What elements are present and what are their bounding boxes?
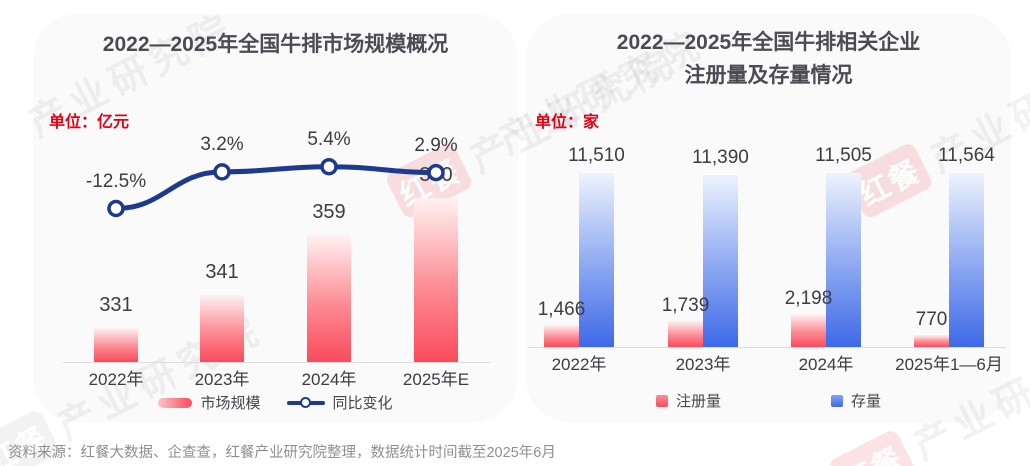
unit-label-market-size: 单位：亿元 bbox=[49, 114, 130, 131]
line-marker bbox=[107, 199, 125, 218]
bar-value-label: 11,510 bbox=[568, 145, 625, 167]
line-path bbox=[113, 164, 439, 211]
stock-swatch bbox=[831, 394, 843, 407]
legend-label: 注册量 bbox=[675, 393, 721, 410]
market-size-chart-card: 2022—2025年全国牛排市场规模概况 单位：亿元 331 2022年 -12.5… bbox=[33, 14, 518, 422]
x-axis bbox=[528, 347, 1006, 348]
line-marker bbox=[213, 163, 231, 181]
bar-market-size-2025年E bbox=[414, 197, 458, 362]
bar-registrations-2022年 bbox=[544, 324, 579, 347]
legend-label: 存量 bbox=[851, 393, 882, 410]
legend-label: 同比变化 bbox=[332, 395, 393, 412]
enterprise-chart-card: 2022—2025年全国牛排相关企业 注册量及存量情况 单位：家 1,466 11… bbox=[526, 14, 1011, 422]
bar-stock-2022年 bbox=[579, 173, 614, 347]
bar-market-size-2022年 bbox=[94, 328, 138, 362]
line-value-label: 5.4% bbox=[307, 128, 351, 150]
bar-market-size-2023年 bbox=[200, 294, 244, 362]
x-tick-label: 2023年 bbox=[194, 370, 250, 389]
line-value-label: -12.5% bbox=[85, 170, 147, 192]
bar-value-label: 11,390 bbox=[692, 147, 749, 169]
market-size-legend: 市场规模 同比变化 bbox=[33, 392, 518, 413]
line-marker bbox=[320, 157, 338, 176]
x-tick-label: 2023年 bbox=[675, 355, 731, 374]
bar-value-label: 331 bbox=[99, 294, 133, 317]
bar-stock-2025年1—6月 bbox=[949, 172, 984, 347]
legend-market-size: 市场规模 bbox=[158, 392, 261, 413]
x-tick-label: 2024年 bbox=[301, 370, 357, 389]
bar-registrations-2025年1—6月 bbox=[914, 335, 949, 347]
chart-title-line: 2022—2025年全国牛排相关企业 bbox=[616, 31, 921, 54]
chart-title-line: 2022—2025年全国牛排市场规模概况 bbox=[102, 33, 449, 56]
x-tick-label: 2022年 bbox=[551, 355, 607, 374]
data-source-note: 资料来源：红餐大数据、企查查，红餐产业研究院整理，数据统计时间截至2025年6月 bbox=[8, 445, 556, 461]
bar-value-label: 341 bbox=[205, 260, 239, 283]
bar-registrations-2024年 bbox=[791, 313, 826, 347]
bar-value-label: 770 bbox=[915, 309, 948, 331]
line-value-label: 3.2% bbox=[200, 133, 244, 155]
line-value-label: 2.9% bbox=[414, 134, 458, 156]
enterprise-legend: 注册量 存量 bbox=[526, 390, 1011, 411]
bar-value-label: 11,505 bbox=[815, 145, 872, 167]
chart-title-market-size: 2022—2025年全国牛排市场规模概况 bbox=[33, 28, 518, 61]
chart-title-enterprises: 2022—2025年全国牛排相关企业 注册量及存量情况 bbox=[526, 26, 1011, 92]
bar-value-label: 370 bbox=[419, 163, 453, 186]
registrations-swatch bbox=[655, 394, 668, 407]
x-tick-label: 2025年1—6月 bbox=[895, 355, 1003, 374]
brand-logo: 红餐 bbox=[826, 427, 918, 466]
x-tick-label: 2025年E bbox=[402, 370, 470, 389]
market-size-swatch bbox=[158, 397, 193, 408]
x-tick-label: 2022年 bbox=[88, 370, 144, 389]
legend-registration-volume: 注册量 bbox=[655, 390, 721, 411]
bar-stock-2024年 bbox=[826, 173, 861, 347]
bar-value-label: 2,198 bbox=[784, 287, 833, 309]
enterprise-plot: 1,466 11,510 2022年 1,739 11,390 2023年 2,198 11,… bbox=[526, 14, 1011, 422]
bar-stock-2023年 bbox=[703, 175, 738, 347]
bar-registrations-2023年 bbox=[668, 320, 703, 347]
bar-value-label: 1,739 bbox=[661, 294, 710, 316]
market-size-plot: 331 2022年 -12.5% 341 2023年 3.2% 359 2024年 5.4% 37… bbox=[33, 14, 518, 422]
bar-value-label: 359 bbox=[312, 200, 346, 223]
bar-value-label: 1,466 bbox=[537, 298, 586, 320]
legend-yoy-change: 同比变化 bbox=[286, 392, 393, 413]
x-tick-label: 2024年 bbox=[798, 355, 854, 374]
chart-title-line: 注册量及存量情况 bbox=[684, 64, 853, 87]
legend-stock-volume: 存量 bbox=[831, 390, 881, 411]
yoy-line-swatch bbox=[286, 396, 325, 409]
bar-market-size-2024年 bbox=[307, 234, 351, 362]
legend-label: 市场规模 bbox=[200, 395, 261, 412]
bar-value-label: 11,564 bbox=[938, 144, 995, 166]
unit-label-enterprises: 单位：家 bbox=[535, 114, 600, 131]
x-axis bbox=[63, 362, 490, 363]
